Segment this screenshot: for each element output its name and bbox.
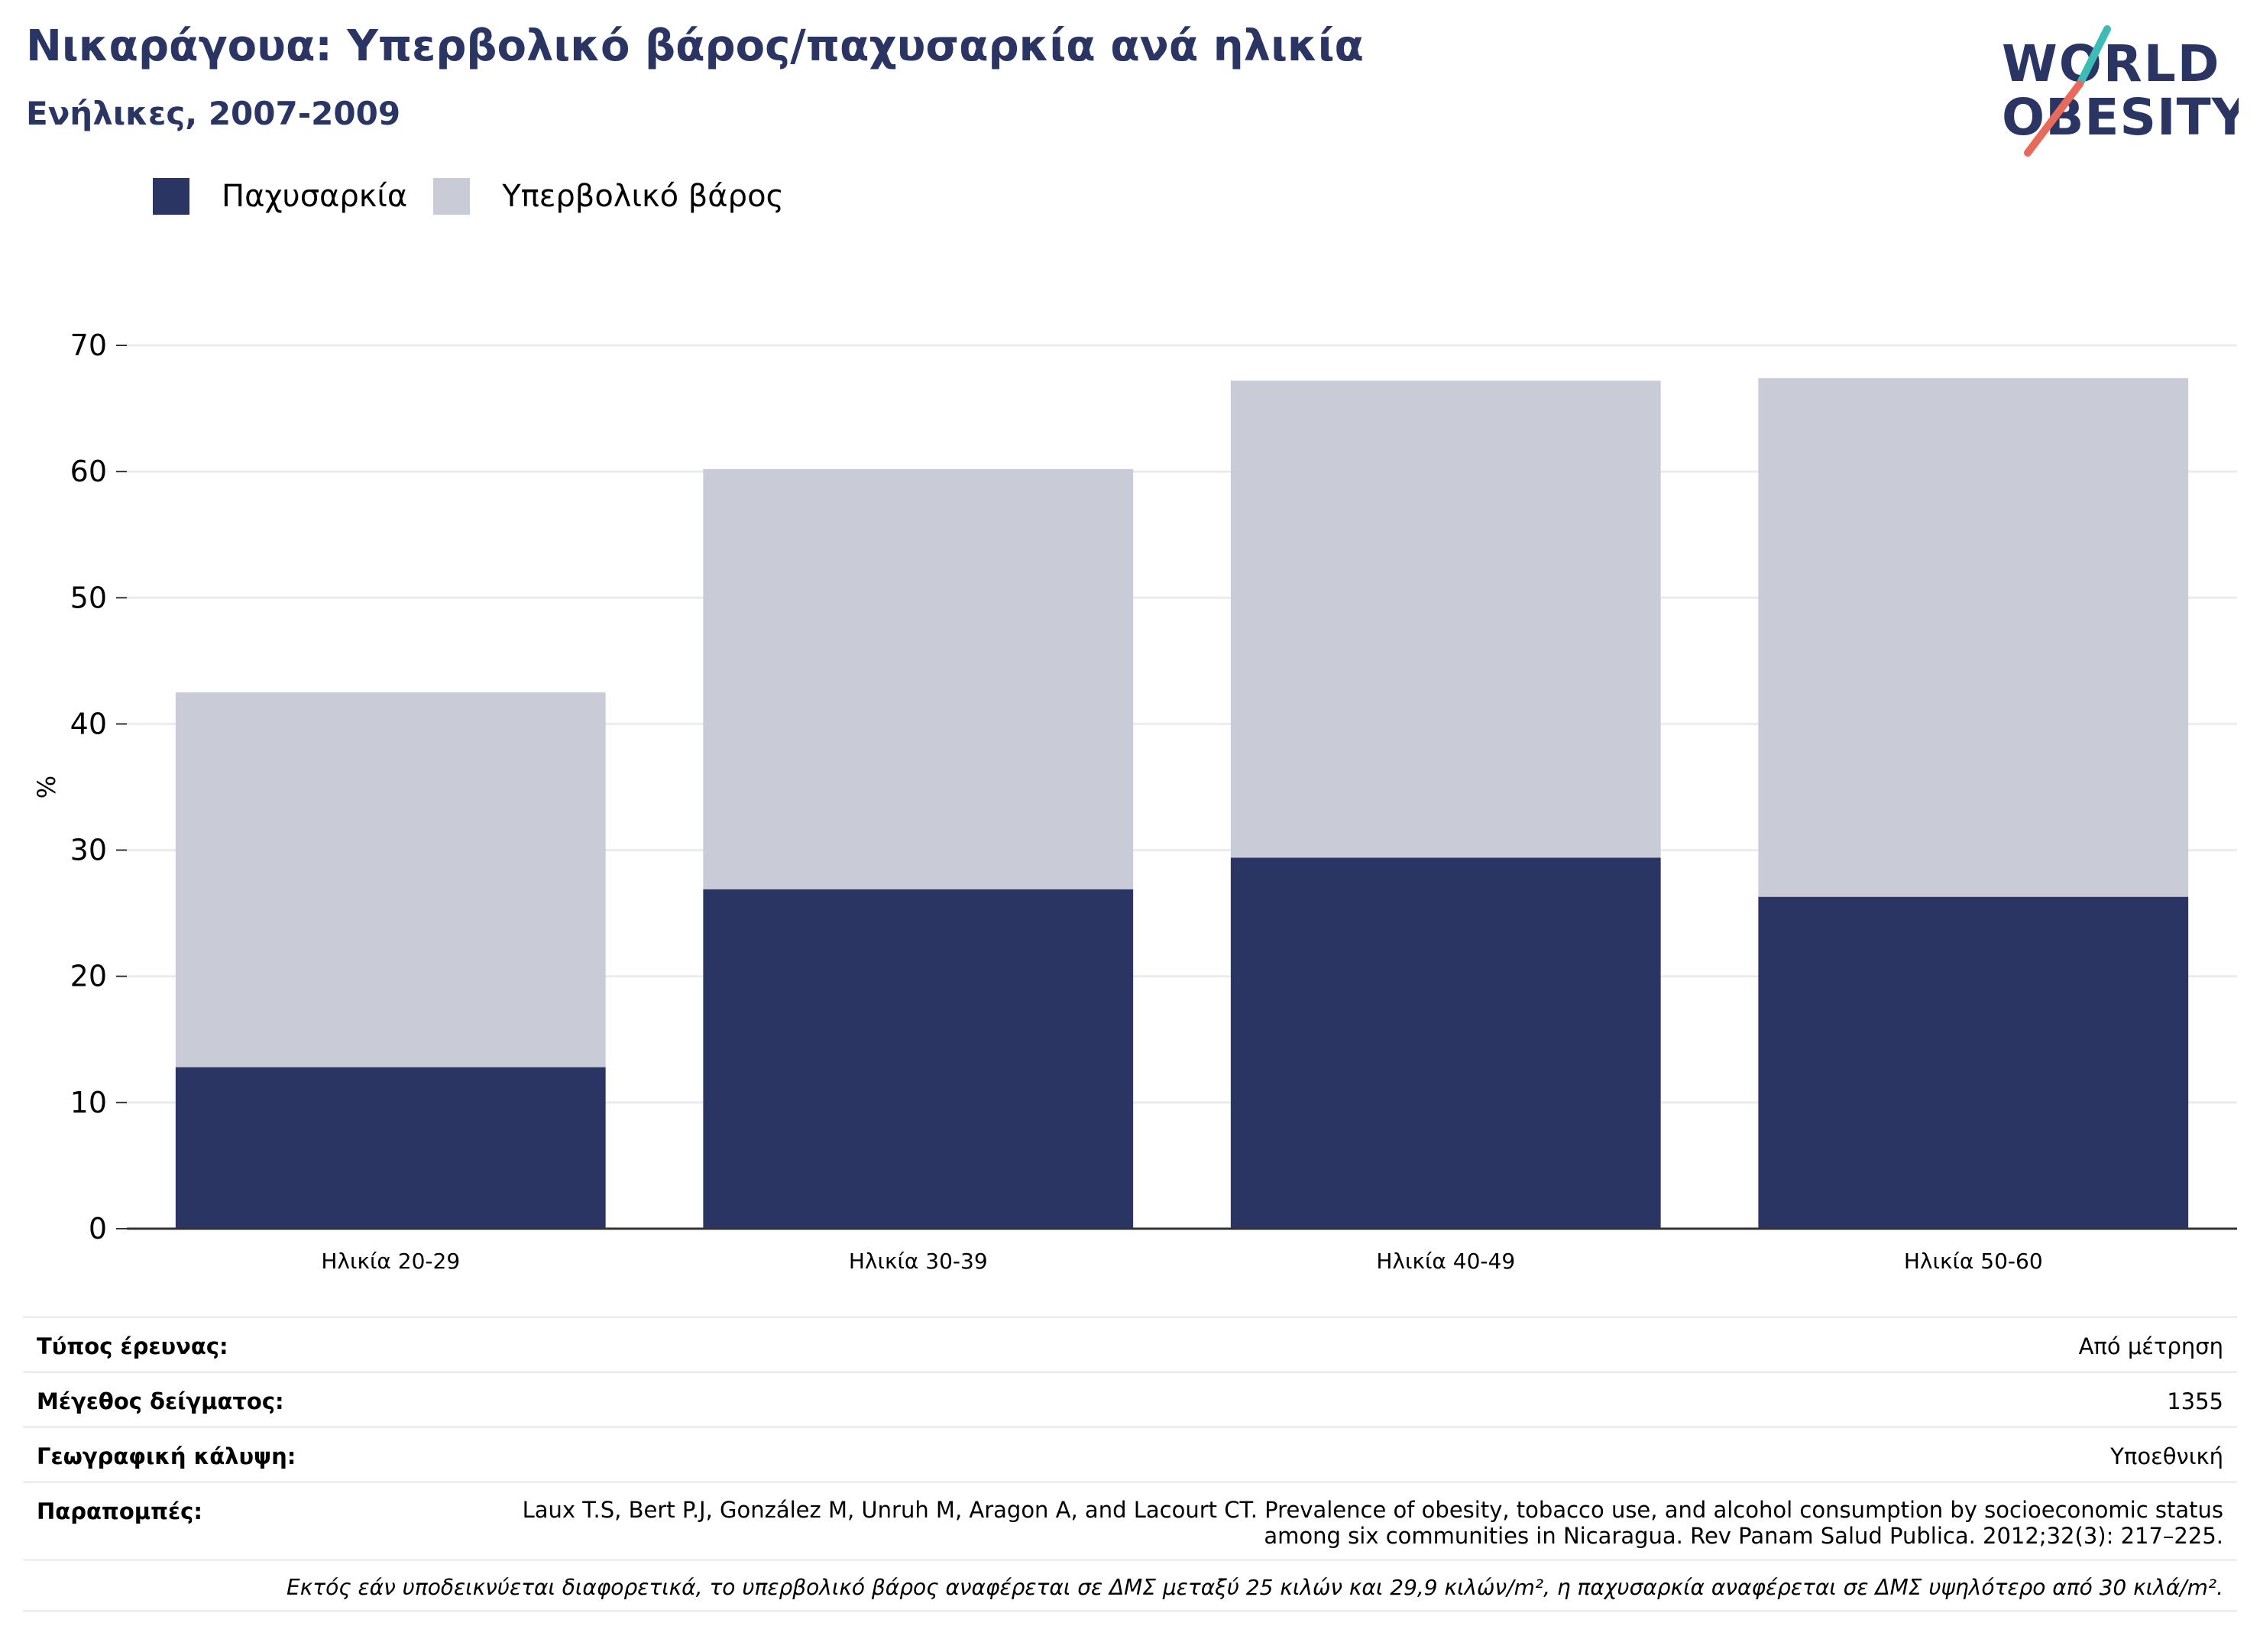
info-value-references: Laux T.S, Bert P.J, González M, Unruh M,… bbox=[522, 1497, 2223, 1549]
logo-slash-top bbox=[2076, 25, 2111, 88]
y-tick-label-20: 20 bbox=[70, 960, 107, 993]
info-value-survey-type: Από μέτρηση bbox=[2078, 1333, 2223, 1359]
bar-overweight-2 bbox=[1230, 381, 1661, 858]
logo-text-world: WORLD bbox=[2002, 34, 2221, 93]
legend-label-obesity: Παχυσαρκία bbox=[222, 179, 408, 214]
y-tick-label-70: 70 bbox=[70, 329, 107, 362]
stacked-bar-chart: 0 10 20 30 40 50 60 70% Ηλικία 20-29 Ηλικία 30-39… bbox=[32, 329, 2237, 1274]
bar-overweight-1 bbox=[703, 468, 1134, 889]
legend-swatch-overweight bbox=[433, 178, 471, 215]
chart-subtitle: Ενήλικες, 2007-2009 bbox=[26, 95, 401, 132]
x-tick-label-3: Ηλικία 50-60 bbox=[1904, 1249, 2043, 1274]
chart-legend: Παχυσαρκία Υπερβολικό βάρος bbox=[153, 177, 810, 215]
chart-title: Νικαράγουα: Υπερβολικό βάρος/παχυσαρκία … bbox=[26, 21, 1364, 71]
info-row-sample-size: Μέγεθος δείγματος: 1355 bbox=[23, 1371, 2237, 1426]
bar-obesity-0 bbox=[175, 1067, 606, 1229]
y-axis-label: % bbox=[32, 776, 61, 798]
y-tick-label-10: 10 bbox=[70, 1086, 107, 1119]
info-label-survey-type: Τύπος έρευνας: bbox=[37, 1333, 228, 1359]
info-label-references: Παραπομπές: bbox=[37, 1498, 202, 1524]
info-value-sample-size: 1355 bbox=[2167, 1388, 2223, 1414]
y-tick-label-0: 0 bbox=[89, 1212, 107, 1245]
info-label-geographic-coverage: Γεωγραφική κάλυψη: bbox=[37, 1443, 296, 1469]
x-tick-label-2: Ηλικία 40-49 bbox=[1376, 1249, 1515, 1274]
survey-info-table: Τύπος έρευνας: Από μέτρηση Μέγεθος δείγμ… bbox=[23, 1316, 2237, 1612]
x-tick-label-0: Ηλικία 20-29 bbox=[321, 1249, 460, 1274]
bar-obesity-1 bbox=[703, 889, 1134, 1229]
x-tick-label-1: Ηλικία 30-39 bbox=[849, 1249, 988, 1274]
info-row-references: Παραπομπές: Laux T.S, Bert P.J, González… bbox=[23, 1481, 2237, 1559]
legend-swatch-obesity bbox=[153, 178, 189, 215]
y-tick-label-40: 40 bbox=[70, 707, 107, 740]
y-tick-label-60: 60 bbox=[70, 455, 107, 488]
bar-overweight-3 bbox=[1758, 377, 2189, 897]
info-value-geographic-coverage: Υποεθνική bbox=[2110, 1443, 2223, 1469]
info-row-geographic-coverage: Γεωγραφική κάλυψη: Υποεθνική bbox=[23, 1426, 2237, 1481]
y-tick-label-50: 50 bbox=[70, 581, 107, 614]
bmi-definition-note: Εκτός εάν υποδεικνύεται διαφορετικά, το … bbox=[23, 1559, 2237, 1612]
bar-obesity-3 bbox=[1758, 896, 2189, 1229]
world-obesity-logo: WORLD OBESITY bbox=[2002, 25, 2239, 157]
bar-overweight-0 bbox=[175, 692, 606, 1067]
y-tick-label-30: 30 bbox=[70, 834, 107, 867]
legend-item-overweight: Υπερβολικό βάρος bbox=[433, 178, 784, 215]
bar-obesity-2 bbox=[1230, 857, 1661, 1229]
info-label-sample-size: Μέγεθος δείγματος: bbox=[37, 1388, 284, 1414]
legend-label-overweight: Υπερβολικό βάρος bbox=[502, 179, 785, 214]
info-row-survey-type: Τύπος έρευνας: Από μέτρηση bbox=[23, 1316, 2237, 1371]
logo-slash-bottom bbox=[2024, 80, 2084, 157]
legend-item-obesity: Παχυσαρκία bbox=[153, 178, 407, 215]
